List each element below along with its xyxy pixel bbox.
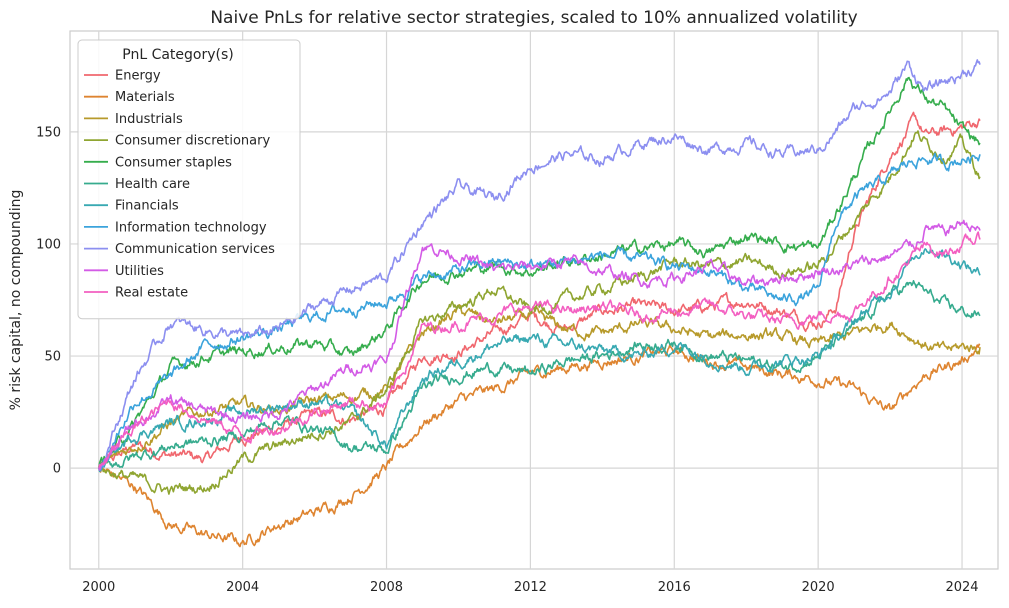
axes: 2000 2004 2008 2012 2016 2020 2024 0 50 100 150: [36, 125, 978, 595]
legend-box: [77, 39, 301, 320]
series-line: [98, 152, 981, 472]
y-tick-label: 50: [44, 350, 61, 365]
series-line: [98, 76, 981, 469]
series-line: [98, 219, 981, 471]
series-line: [98, 111, 981, 469]
y-axis-label: % risk capital, no compounding: [8, 190, 24, 411]
y-tick-label: 150: [36, 125, 61, 140]
series-line: [98, 59, 981, 469]
legend-label: Materials: [115, 90, 175, 105]
series-line: [98, 280, 981, 469]
legend-label: Consumer staples: [115, 155, 232, 170]
series-line: [98, 304, 981, 470]
series-line: [98, 231, 981, 469]
legend-label: Industrials: [115, 112, 183, 127]
x-tick-label: 2024: [945, 580, 978, 595]
legend-label: Information technology: [115, 220, 267, 235]
legend-label: Health care: [115, 177, 190, 192]
legend-label: Communication services: [115, 242, 275, 257]
legend-label: Real estate: [115, 286, 188, 301]
x-tick-label: 2004: [226, 580, 259, 595]
x-tick-label: 2008: [370, 580, 403, 595]
series-lines: [98, 59, 981, 548]
legend-label: Consumer discretionary: [115, 134, 270, 149]
legend-title: PnL Category(s): [122, 47, 234, 63]
chart-title: Naive PnLs for relative sector strategie…: [210, 8, 857, 28]
legend: PnL Category(s) Energy Materials Industria…: [77, 39, 301, 320]
y-tick-label: 100: [36, 237, 61, 252]
legend-label: Financials: [115, 199, 179, 214]
legend-label: Utilities: [115, 264, 164, 279]
y-tick-label: 0: [53, 462, 61, 477]
x-tick-label: 2020: [802, 580, 835, 595]
series-line: [98, 130, 981, 495]
x-tick-label: 2016: [658, 580, 691, 595]
x-tick-label: 2000: [82, 580, 115, 595]
x-tick-label: 2012: [514, 580, 547, 595]
legend-label: Energy: [115, 69, 161, 84]
